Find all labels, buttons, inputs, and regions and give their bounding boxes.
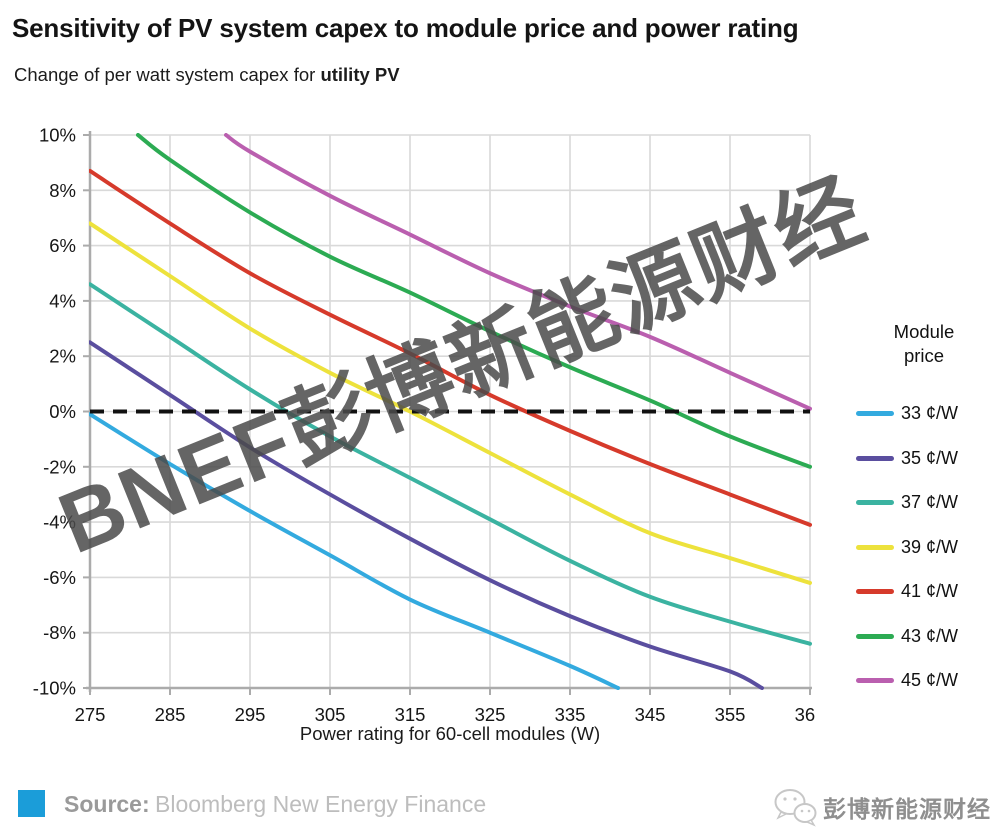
legend-rows: 33 ¢/W 35 ¢/W 37 ¢/W 39 ¢/W 41 ¢/W 43 ¢/W 45 ¢…: [856, 391, 992, 703]
y-tick-label: -6%: [43, 567, 76, 588]
wechat-account-name: 彭博新能源财经: [823, 796, 991, 822]
wechat-icon: [774, 789, 817, 827]
legend-swatch: [856, 455, 894, 461]
series-line-45: [224, 133, 812, 411]
series-line-35: [89, 340, 764, 690]
page-title: Sensitivity of PV system capex to module…: [12, 13, 799, 43]
legend-label: 41 ¢/W: [901, 581, 959, 602]
wechat-watermark: 彭博新能源财经: [771, 785, 991, 829]
legend-item: 35 ¢/W: [856, 436, 992, 481]
y-tick-label: -2%: [43, 456, 76, 477]
legend-label: 45 ¢/W: [901, 670, 959, 691]
chart-subtitle-emphasis: utility PV: [320, 64, 400, 85]
series-line-39: [89, 221, 812, 585]
legend-label: 39 ¢/W: [901, 536, 959, 557]
source-label: Source:: [64, 791, 150, 817]
y-tick-label: 8%: [49, 180, 76, 201]
source-value: Bloomberg New Energy Finance: [155, 791, 487, 817]
x-tick-label: 305: [315, 704, 346, 725]
legend-item: 39 ¢/W: [856, 525, 992, 570]
source-accent-square: [18, 790, 45, 817]
y-tick-label: 10%: [39, 125, 76, 146]
x-tick-label: 325: [475, 704, 506, 725]
series-line-37: [89, 282, 812, 646]
legend-swatch: [856, 544, 894, 550]
x-tick-label: 275: [75, 704, 106, 725]
y-tick-label: 0%: [49, 401, 76, 422]
x-tick-label: 285: [155, 704, 186, 725]
legend-swatch: [856, 589, 894, 595]
footer: Source: Bloomberg New Energy Finance 彭博新…: [0, 783, 995, 836]
capex-sensitivity-line-chart: 10% 8% 6% 4% 2% 0% -2% -4% -6% -8% -10% 275 285 295 30…: [33, 125, 815, 726]
legend-item: 43 ¢/W: [856, 614, 992, 659]
chart-subtitle-prefix: Change of per watt system capex for: [14, 64, 321, 85]
y-tick-label: 6%: [49, 235, 76, 256]
x-tick-label: 345: [635, 704, 666, 725]
legend-swatch: [856, 678, 894, 684]
chart-legend: Module price 33 ¢/W 35 ¢/W 37 ¢/W 39 ¢/W 41 …: [856, 320, 992, 703]
y-tick-label: -8%: [43, 622, 76, 643]
legend-item: 33 ¢/W: [856, 391, 992, 436]
legend-swatch: [856, 411, 894, 417]
x-tick-label: 295: [235, 704, 266, 725]
x-tick-label: 315: [395, 704, 426, 725]
legend-item: 37 ¢/W: [856, 480, 992, 525]
y-tick-label: -10%: [33, 678, 76, 699]
legend-title: Module price: [893, 321, 955, 366]
y-tick-label: 2%: [49, 346, 76, 367]
legend-label: 37 ¢/W: [901, 492, 959, 513]
legend-label: 43 ¢/W: [901, 625, 959, 646]
legend-swatch: [856, 500, 894, 506]
y-tick-label: -4%: [43, 512, 76, 533]
y-tick-label: 4%: [49, 290, 76, 311]
legend-swatch: [856, 633, 894, 639]
legend-item: 41 ¢/W: [856, 569, 992, 614]
series-line-41: [89, 168, 812, 527]
chart-subtitle: Change of per watt system capex for util…: [14, 64, 914, 86]
series-line-43: [136, 133, 812, 469]
x-tick-label: 355: [715, 704, 746, 725]
series-line-33: [89, 412, 620, 690]
x-tick-label: 335: [555, 704, 586, 725]
legend-item: 45 ¢/W: [856, 658, 992, 703]
legend-label: 35 ¢/W: [901, 447, 959, 468]
x-axis-title: Power rating for 60-cell modules (W): [299, 723, 601, 744]
legend-label: 33 ¢/W: [901, 403, 959, 424]
x-tick-label: 365: [795, 704, 815, 725]
